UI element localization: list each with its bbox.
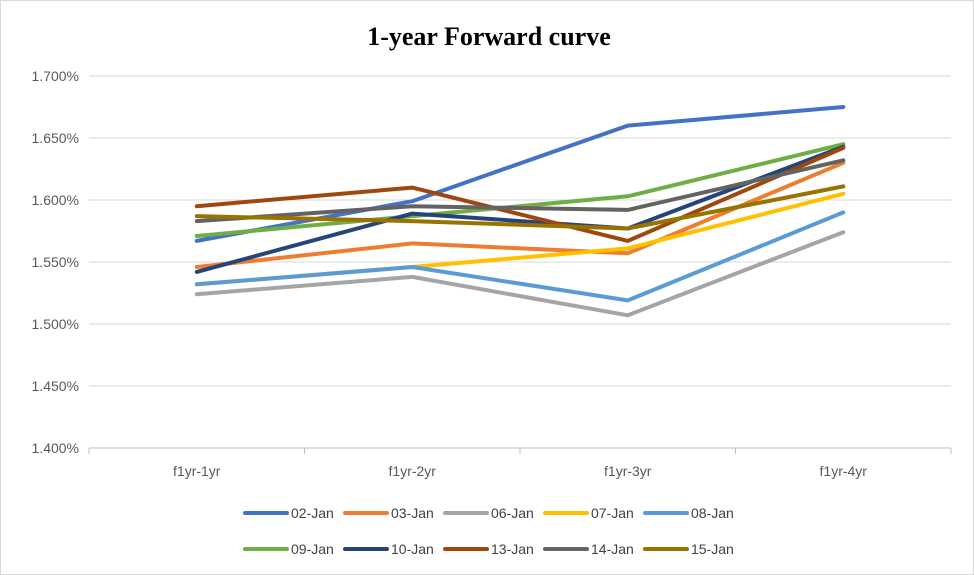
x-tick-label: f1yr-2yr: [389, 463, 437, 479]
y-tick-label: 1.550%: [32, 254, 79, 270]
legend-label: 15-Jan: [691, 541, 734, 557]
series-line-10-jan: [194, 144, 846, 274]
legend-label: 08-Jan: [691, 505, 734, 521]
y-tick-label: 1.400%: [32, 440, 79, 456]
y-tick-label: 1.600%: [32, 192, 79, 208]
x-tick-label: f1yr-1yr: [173, 463, 221, 479]
legend-label: 02-Jan: [291, 505, 334, 521]
series-line-14-jan: [194, 158, 846, 224]
x-tick-label: f1yr-4yr: [820, 463, 868, 479]
series-line-13-jan: [194, 145, 846, 243]
x-axis: [88, 447, 952, 454]
legend-label: 03-Jan: [391, 505, 434, 521]
legend: 02-Jan 03-Jan 06-Jan 07-Jan 08-Jan 09-Jan 10-J…: [243, 505, 734, 557]
legend-label: 10-Jan: [391, 541, 434, 557]
y-tick-label: 1.700%: [32, 68, 79, 84]
legend-label: 09-Jan: [291, 541, 334, 557]
chart-title: 1-year Forward curve: [367, 22, 611, 51]
series-line-02-jan: [194, 105, 846, 243]
y-tick-label: 1.450%: [32, 378, 79, 394]
gridlines: [89, 75, 951, 387]
y-tick-label: 1.500%: [32, 316, 79, 332]
x-tick-label: f1yr-3yr: [604, 463, 652, 479]
series-line-15-jan: [194, 184, 846, 231]
y-tick-label: 1.650%: [32, 130, 79, 146]
x-axis-ticks: f1yr-1yr f1yr-2yr f1yr-3yr f1yr-4yr: [173, 463, 867, 479]
series-lines: [194, 105, 846, 318]
legend-label: 13-Jan: [491, 541, 534, 557]
legend-label: 14-Jan: [591, 541, 634, 557]
series-line-06-jan: [194, 230, 846, 318]
legend-label: 07-Jan: [591, 505, 634, 521]
y-axis-ticks: 1.700% 1.650% 1.600% 1.550% 1.500% 1.450% 1.40…: [32, 68, 79, 456]
legend-label: 06-Jan: [491, 505, 534, 521]
series-line-08-jan: [194, 210, 846, 303]
